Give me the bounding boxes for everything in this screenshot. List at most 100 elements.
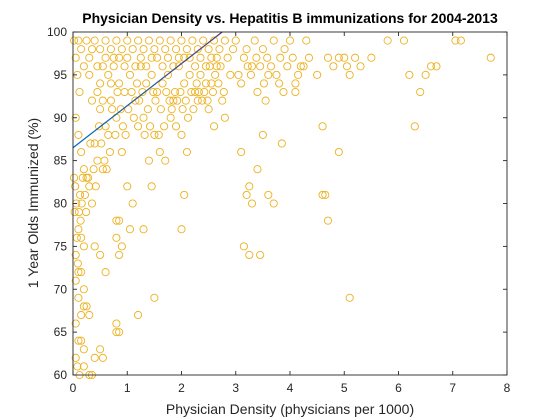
scatter-point (150, 130, 159, 139)
scatter-point (204, 105, 213, 114)
scatter-point (246, 70, 255, 79)
scatter-point (70, 208, 79, 217)
scatter-point (196, 53, 205, 62)
scatter-point (72, 233, 81, 242)
scatter-point (180, 190, 189, 199)
x-tick-label: 8 (504, 381, 511, 395)
scatter-point (163, 53, 172, 62)
scatter-point (172, 122, 181, 131)
scatter-point (153, 53, 162, 62)
scatter-point (75, 87, 84, 97)
scatter-point (115, 216, 124, 225)
scatter-point (185, 70, 194, 79)
scatter-point (158, 62, 167, 71)
scatter-point (237, 147, 246, 157)
scatter-point (79, 165, 88, 174)
scatter-point (321, 190, 330, 199)
scatter-point (71, 319, 80, 328)
x-tick-label: 0 (70, 381, 77, 395)
scatter-point (176, 87, 185, 97)
scatter-point (86, 139, 95, 148)
scatter-point (194, 87, 203, 97)
scatter-point (101, 53, 110, 62)
scatter-point (269, 199, 278, 208)
scatter-point (121, 130, 130, 139)
scatter-point (150, 45, 159, 54)
scatter-point (174, 62, 183, 71)
scatter-point (73, 362, 82, 371)
scatter-point (106, 96, 116, 105)
scatter-point (151, 96, 160, 105)
scatter-point (136, 62, 145, 71)
scatter-point (120, 87, 129, 97)
scatter-point (174, 53, 183, 62)
x-axis-label: Physician Density (physicians per 1000) (166, 401, 414, 417)
scatter-point (279, 87, 288, 97)
scatter-point (71, 113, 80, 122)
scatter-point (245, 182, 254, 191)
scatter-point (167, 105, 176, 114)
scatter-point (212, 53, 221, 62)
scatter-point (93, 62, 102, 71)
scatter-point (74, 130, 83, 139)
scatter-point (291, 87, 300, 97)
scatter-point (112, 216, 121, 225)
scatter-point (80, 190, 89, 199)
scatter-point (139, 225, 148, 234)
scatter-point (115, 328, 124, 337)
scatter-point (189, 105, 198, 114)
scatter-point (160, 122, 169, 131)
scatter-point (155, 147, 164, 157)
scatter-point (177, 130, 186, 139)
scatter-point (87, 45, 97, 54)
scatter-point (105, 147, 114, 157)
fit-line-overlay (72, 31, 223, 149)
scatter-point (136, 53, 145, 62)
scatter-point (405, 70, 414, 79)
scatter-point (323, 216, 333, 225)
scatter-point (258, 130, 267, 139)
scatter-point (109, 53, 118, 62)
scatter-point (90, 36, 99, 45)
scatter-point (120, 62, 129, 71)
scatter-point (89, 165, 98, 174)
scatter-point (93, 87, 102, 97)
scatter-point (237, 79, 246, 88)
scatter-point (139, 45, 148, 54)
scatter-point (74, 36, 83, 45)
y-tick-label: 95 (54, 68, 68, 82)
scatter-point (323, 53, 333, 62)
scatter-point (299, 62, 308, 71)
x-tick-label: 1 (124, 381, 131, 395)
y-tick-label: 65 (54, 325, 68, 339)
scatter-point (204, 45, 213, 54)
scatter-point (256, 250, 265, 259)
scatter-point (147, 53, 156, 62)
scatter-point (71, 182, 80, 191)
scatter-point (334, 147, 343, 157)
scatter-point (109, 62, 118, 71)
scatter-point (147, 182, 156, 191)
x-tick-label: 5 (341, 381, 348, 395)
scatter-point (383, 36, 392, 45)
scatter-point (334, 53, 343, 62)
scatter-point (139, 113, 148, 122)
scatter-point (142, 79, 151, 88)
scatter-point (161, 156, 170, 165)
scatter-point (247, 62, 257, 71)
scatter-point (134, 122, 143, 131)
scatter-point (253, 165, 262, 174)
scatter-point (198, 96, 207, 105)
scatter-point (106, 45, 116, 54)
scatter-point (169, 96, 178, 105)
scatter-point (112, 113, 121, 122)
scatter-point (351, 53, 360, 62)
scatter-point (183, 113, 193, 122)
scatter-point (220, 113, 229, 122)
scatter-point (211, 70, 220, 79)
scatter-point (85, 310, 94, 320)
fit-line-layer (72, 31, 223, 149)
scatter-point (96, 105, 105, 114)
scatter-point (90, 353, 99, 362)
